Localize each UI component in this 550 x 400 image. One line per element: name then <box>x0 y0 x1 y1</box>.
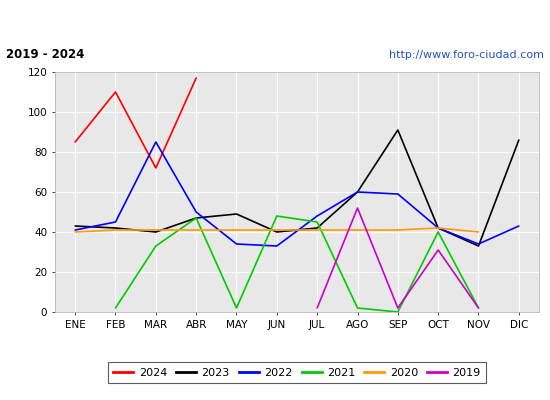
2023 <box>475 244 482 248</box>
Line: 2022: 2022 <box>75 142 519 246</box>
2023 <box>193 216 200 220</box>
Line: 2019: 2019 <box>317 208 478 308</box>
2023 <box>273 230 280 234</box>
2021 <box>475 306 482 310</box>
2022 <box>394 192 401 196</box>
2023 <box>354 190 361 194</box>
2024 <box>152 166 159 170</box>
Legend: 2024, 2023, 2022, 2021, 2020, 2019: 2024, 2023, 2022, 2021, 2020, 2019 <box>108 362 486 383</box>
2019 <box>435 248 442 252</box>
2023 <box>314 226 321 230</box>
2022 <box>314 214 321 218</box>
Line: 2021: 2021 <box>116 216 478 312</box>
2023 <box>112 226 119 230</box>
2021 <box>354 306 361 310</box>
2019 <box>354 206 361 210</box>
2021 <box>435 230 442 234</box>
2024 <box>112 90 119 94</box>
2021 <box>152 244 159 248</box>
Text: 2019 - 2024: 2019 - 2024 <box>6 48 84 62</box>
Line: 2024: 2024 <box>75 78 196 168</box>
2023 <box>394 128 401 132</box>
2022 <box>435 226 442 230</box>
Line: 2023: 2023 <box>75 130 519 246</box>
2020 <box>112 228 119 232</box>
2021 <box>233 306 240 310</box>
2023 <box>233 212 240 216</box>
2019 <box>394 306 401 310</box>
2022 <box>72 228 79 232</box>
2022 <box>112 220 119 224</box>
2021 <box>112 306 119 310</box>
Text: http://www.foro-ciudad.com: http://www.foro-ciudad.com <box>389 50 544 60</box>
2024 <box>72 140 79 144</box>
2022 <box>475 242 482 246</box>
2021 <box>193 216 200 220</box>
Text: Evolucion Nº Turistas Extranjeros en el municipio de Matilla de los Caños del Rí: Evolucion Nº Turistas Extranjeros en el … <box>0 14 550 28</box>
2019 <box>314 306 321 310</box>
2022 <box>273 244 280 248</box>
Line: 2020: 2020 <box>75 228 478 232</box>
2022 <box>233 242 240 246</box>
2020 <box>435 226 442 230</box>
2022 <box>193 210 200 214</box>
2021 <box>273 214 280 218</box>
2023 <box>152 230 159 234</box>
2020 <box>72 230 79 234</box>
2021 <box>394 310 401 314</box>
2024 <box>193 76 200 80</box>
2023 <box>515 138 522 142</box>
2023 <box>72 224 79 228</box>
2022 <box>515 224 522 228</box>
2023 <box>435 226 442 230</box>
2020 <box>475 230 482 234</box>
2022 <box>354 190 361 194</box>
2020 <box>394 228 401 232</box>
2021 <box>314 220 321 224</box>
2022 <box>152 140 159 144</box>
2019 <box>475 306 482 310</box>
